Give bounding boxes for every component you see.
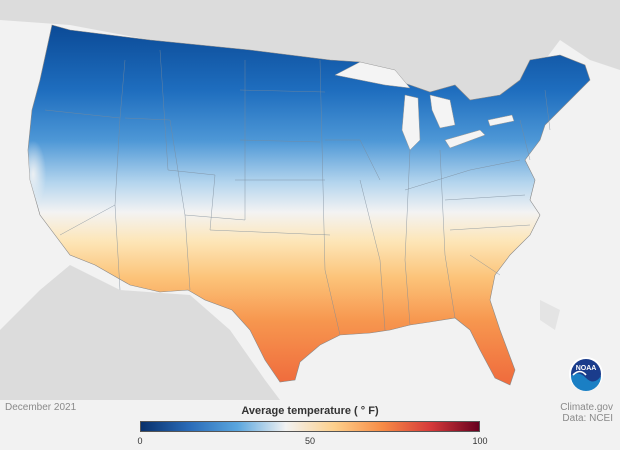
lake-superior — [334, 61, 411, 89]
legend-title: Average temperature ( ° F) — [241, 405, 379, 417]
lake-michigan — [401, 94, 421, 151]
lake-ontario — [487, 114, 515, 127]
legend-colorbar — [140, 421, 480, 432]
lake-huron — [429, 94, 456, 129]
legend-tick-max: 100 — [472, 436, 488, 446]
noaa-logo: NOAA — [568, 356, 604, 392]
canada-land — [0, 0, 620, 110]
temperature-map — [0, 0, 620, 400]
period-label: December 2021 — [5, 402, 77, 413]
map-canvas — [0, 0, 620, 400]
west-coast-mild — [28, 100, 80, 235]
mexico-land — [0, 265, 280, 400]
source-credit: Climate.gov — [560, 402, 613, 413]
state-boundaries — [44, 49, 551, 336]
atlantic-islands — [540, 300, 560, 330]
legend-tick-mid: 50 — [304, 436, 316, 446]
lake-erie — [444, 129, 486, 149]
noaa-logo-text: NOAA — [576, 365, 597, 372]
legend-tick-min: 0 — [137, 436, 143, 446]
credits: Climate.gov Data: NCEI — [560, 402, 613, 424]
data-credit: Data: NCEI — [562, 413, 613, 424]
